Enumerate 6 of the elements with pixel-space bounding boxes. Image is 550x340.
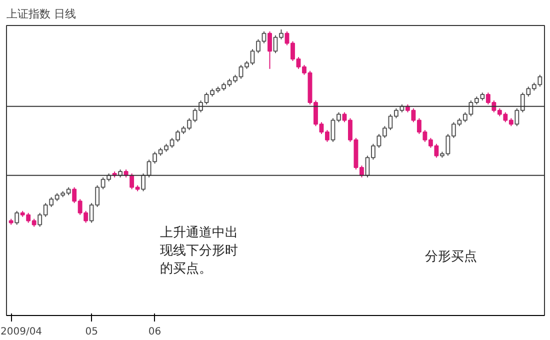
x-tick-label: 05 [85,326,98,338]
text: 分形买点 [425,250,478,264]
x-tick-label: 2009/04 [0,326,42,338]
chart-title: 上证指数 日线 [6,8,76,20]
x-tick-label: 06 [148,326,162,338]
annotation: 上升通道中出现线下分形时的买点。 [160,226,238,276]
